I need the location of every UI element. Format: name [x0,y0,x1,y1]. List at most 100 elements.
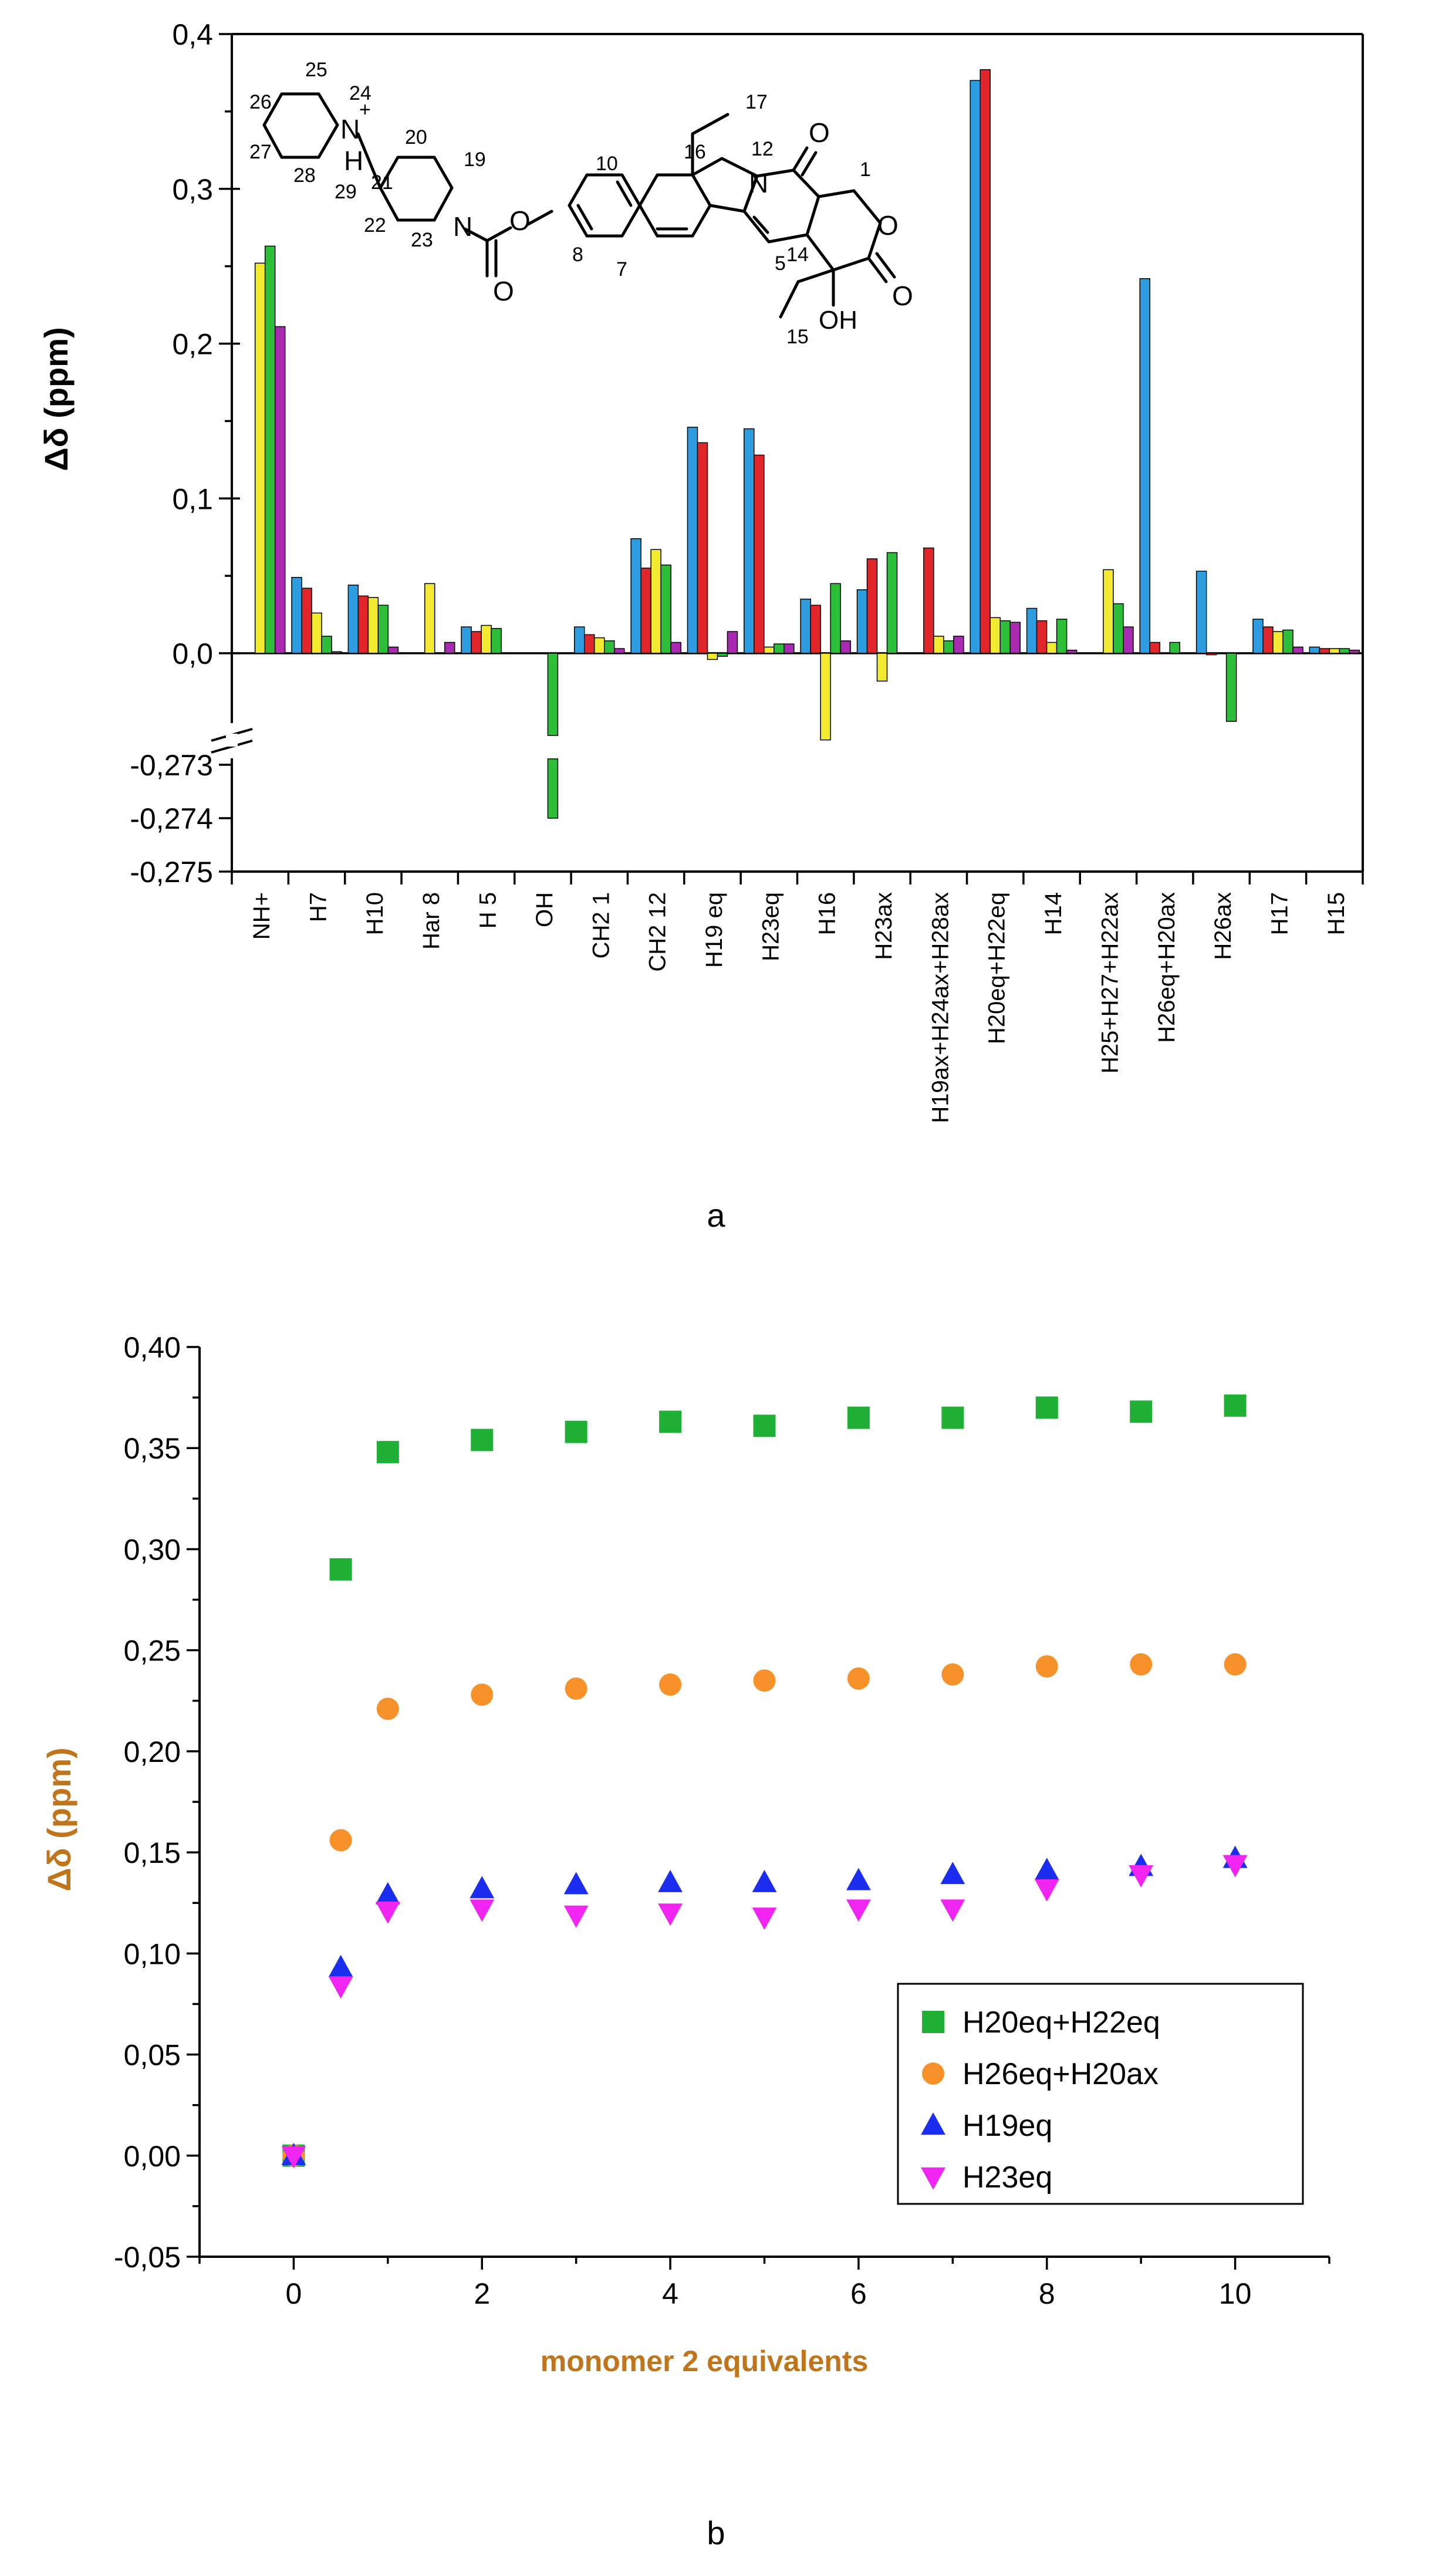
panel-a-bar-red [584,634,595,654]
panel-b-point-triangle-up [940,1862,965,1885]
panel-b-point-triangle-down [846,1899,871,1922]
panel-a-bar-purple [1123,626,1134,654]
panel-a-bar-blue [574,626,585,654]
panel-a-bar-purple [670,642,681,654]
panel-a-bar-blue [744,428,755,654]
panel-a-bar-red [697,442,708,654]
panel-b-point-square [753,1414,776,1437]
atom-number-label: 14 [786,244,809,266]
panel-a-x-tick-label: H23ax [871,892,897,960]
panel-b-point-square [1035,1396,1058,1419]
atom-number-label: 21 [371,171,393,194]
panel-a-bar-green [774,643,785,654]
atom-number-label: 27 [249,141,272,163]
panel-b-x-tick-label: 6 [850,2277,867,2310]
panel-b-scatter-chart: -0,05 0,00 0,05 0,10 0,15 0,20 0,25 0,30 0,35 0,4… [40,1331,1330,2551]
panel-a-bar-red [1036,620,1048,654]
panel-a-bar-purple [1349,649,1360,654]
panel-a-bar-green [264,245,276,654]
panel-b-point-triangle-up [563,1872,589,1895]
panel-a-bar-purple [783,643,795,654]
panel-a-x-tick-label: H20eq+H22eq [984,892,1010,1044]
panel-a-bar-green [717,653,728,657]
panel-b-point-triangle-up [328,1954,353,1977]
panel-b-point-square [941,1406,964,1429]
panel-a-x-tick-label: CH2 1 [588,892,614,958]
panel-a-bar-purple [1009,622,1021,654]
panel-b-x-tick-label: 8 [1039,2277,1055,2310]
panel-a-x-tick-label: H23eq [758,892,783,961]
panel-b-point-circle [376,1697,399,1720]
panel-a-bar-purple [840,640,851,654]
panel-a-bar-purple [953,636,964,654]
panel-a-bar-green [321,636,332,654]
legend-box [897,1983,1304,2205]
panel-a-bar-red [1149,642,1161,654]
panel-a-bar-blue [1252,619,1264,654]
svg-text:O: O [509,205,531,236]
panel-a-bar-purple [444,642,455,654]
panel-a-bar-yellow [424,583,435,654]
axis-break-gap [226,734,238,747]
panel-a-x-tick-label: H 5 [475,892,501,929]
panel-a-y-tick-label: 0,0 [172,637,213,670]
panel-b-point-square [659,1410,682,1433]
panel-a-bar-purple [331,651,342,654]
legend-label: H26eq+H20ax [962,2057,1159,2091]
panel-a-bar-red [923,547,934,654]
panel-b-y-tick-label: 0,30 [124,1533,181,1566]
panel-a-bar-blue [970,80,981,654]
panel-a-bar-green [1339,648,1350,654]
panel-b-point-triangle-down [1129,1865,1154,1888]
panel-a-bar-yellow [311,612,322,654]
panel-b-point-triangle-down [1222,1855,1248,1878]
panel-b-y-tick-label: 0,25 [124,1635,181,1667]
panel-a-bar-yellow [1329,648,1340,654]
panel-b-point-triangle-up [752,1869,777,1892]
panel-b-point-triangle-up [658,1869,683,1892]
panel-a-bar-chart: 0,00,10,20,30,4-0,273-0,274-0,275 NH+ H7 H… [38,18,1364,1234]
panel-a-x-tick-label: NH+ [249,892,275,940]
panel-a-bar-yellow [650,549,661,654]
panel-a-bar-green [660,564,671,654]
panel-a-bar-red [640,568,651,654]
panel-b-point-triangle-down [328,1976,353,1999]
panel-a-bar-red [1262,626,1274,654]
panel-b-x-tick-label: 4 [662,2277,678,2310]
panel-b-x-tick-label: 2 [474,2277,490,2310]
panel-b-point-circle [659,1673,682,1696]
atom-number-label: 19 [464,148,486,171]
panel-a-x-tick-label: H26eq+H20ax [1154,892,1180,1043]
panel-a-bar-green [830,583,841,654]
panel-b-point-triangle-up [1034,1858,1059,1880]
panel-a-x-tick-label: H25+H27+H22ax [1097,892,1123,1073]
atom-number-label: 24 [349,82,371,104]
panel-b-y-tick-label: 0,35 [124,1432,181,1465]
panel-a-bar-red [357,595,369,654]
legend-marker-triangle-down [921,2167,945,2190]
panel-a-bar-purple [1292,646,1303,654]
panel-a-bar-blue [347,585,359,654]
svg-text:H: H [344,146,363,176]
panel-b-point-square [1130,1400,1153,1423]
molecule-structure [262,92,896,319]
panel-b-legend: H20eq+H22eq H26eq+H20ax H19eq H23eq [897,1983,1304,2205]
panel-a-x-tick-label: H14 [1041,892,1066,935]
panel-b-point-triangle-down [940,1899,965,1922]
panel-a-bar-purple [1066,649,1078,654]
panel-a-x-tick-label: H26ax [1210,892,1236,960]
panel-a-x-tick-label: H7 [306,892,332,922]
svg-text:O: O [809,117,830,148]
molecule-text: N + H N O O N O O O OH 25 24 26 27 28 29 21 20 1… [249,59,913,348]
panel-b-point-square [1224,1394,1247,1417]
atom-number-label: 16 [684,141,706,163]
svg-text:OH: OH [819,306,857,335]
svg-text:O: O [493,276,514,306]
legend-label: H23eq [962,2160,1052,2195]
panel-a-x-tick-label: OH [532,892,558,927]
panel-b-letter: b [707,2514,725,2551]
panel-a-bar-green [1169,642,1181,654]
panel-a-bar-yellow [876,653,888,682]
panel-b-point-square [847,1406,870,1429]
